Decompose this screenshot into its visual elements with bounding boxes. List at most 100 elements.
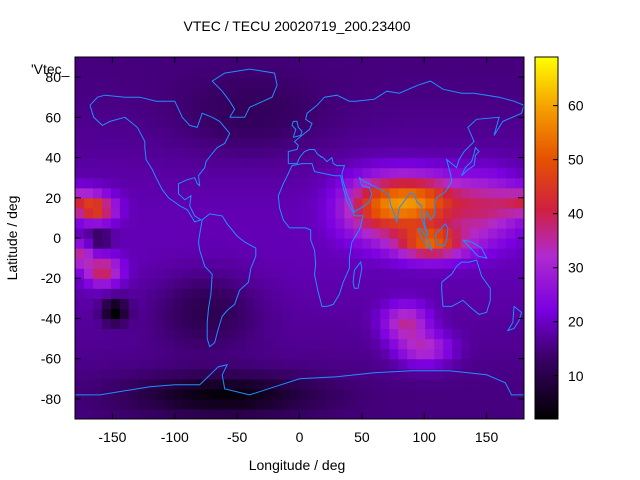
heatmap-cell	[515, 57, 524, 68]
heatmap-cell	[245, 167, 256, 179]
heatmap-cell	[191, 107, 202, 118]
heatmap-cell	[218, 298, 229, 309]
heatmap-cell	[470, 328, 480, 340]
heatmap-cell	[92, 308, 103, 320]
heatmap-cell	[398, 217, 408, 229]
heatmap-cell	[83, 408, 94, 419]
heatmap-cell	[389, 408, 399, 419]
heatmap-cell	[398, 318, 408, 330]
heatmap-cell	[407, 107, 417, 118]
heatmap-cell	[110, 157, 121, 169]
heatmap-cell	[344, 368, 354, 380]
heatmap-cell	[416, 117, 426, 128]
heatmap-cell	[425, 57, 435, 68]
heatmap-cell	[164, 207, 175, 219]
heatmap-cell	[488, 278, 498, 289]
heatmap-cell	[371, 268, 381, 279]
heatmap-cell	[173, 127, 184, 139]
heatmap-cell	[371, 97, 381, 108]
heatmap-cell	[182, 328, 193, 340]
heatmap-cell	[317, 187, 328, 199]
heatmap-cell	[317, 177, 328, 189]
heatmap-cell	[362, 318, 372, 330]
heatmap-cell	[335, 268, 345, 279]
heatmap-cell	[92, 117, 103, 128]
coastline-antarctica	[75, 363, 524, 396]
heatmap-cell	[155, 298, 166, 309]
heatmap-cell	[83, 308, 94, 320]
heatmap-cell	[389, 338, 399, 350]
heatmap-cell	[398, 378, 408, 390]
heatmap-cell	[371, 157, 381, 169]
heatmap-cell	[75, 328, 85, 340]
heatmap-cell	[425, 107, 435, 118]
heatmap-cell	[92, 348, 103, 360]
heatmap-cell	[218, 77, 229, 88]
heatmap-cell	[461, 288, 471, 299]
heatmap-cell	[146, 167, 157, 179]
heatmap-cell	[353, 187, 363, 199]
heatmap-cell	[164, 268, 175, 279]
heatmap-cell	[479, 167, 489, 179]
heatmap-cell	[209, 87, 220, 98]
heatmap-cell	[245, 117, 256, 128]
heatmap-cell	[416, 388, 426, 400]
heatmap-cell	[434, 298, 444, 309]
heatmap-cell	[497, 288, 507, 299]
heatmap-cell	[497, 298, 507, 309]
heatmap-cell	[515, 368, 524, 380]
heatmap-cell	[479, 268, 489, 279]
heatmap-cell	[488, 308, 498, 320]
heatmap-cell	[326, 167, 337, 179]
heatmap-cell	[443, 238, 453, 249]
heatmap-cell	[182, 388, 193, 400]
heatmap-cell	[236, 368, 247, 380]
heatmap-cell	[173, 388, 184, 400]
heatmap-cell	[380, 258, 390, 269]
heatmap-cell	[254, 378, 265, 390]
heatmap-cell	[173, 408, 184, 419]
heatmap-cell	[110, 137, 121, 149]
heatmap-cell	[92, 268, 103, 279]
heatmap-cell	[263, 238, 274, 249]
heatmap-cell	[506, 278, 516, 289]
heatmap-cell	[407, 308, 417, 320]
heatmap-cell	[299, 57, 310, 68]
heatmap-cell	[101, 318, 112, 330]
heatmap-cell	[479, 107, 489, 118]
heatmap-cell	[434, 388, 444, 400]
heatmap-cell	[92, 207, 103, 219]
heatmap-cell	[173, 157, 184, 169]
heatmap-cell	[470, 117, 480, 128]
heatmap-cell	[75, 278, 85, 289]
heatmap-cell	[137, 398, 148, 410]
heatmap-cell	[497, 67, 507, 78]
heatmap-cell	[101, 398, 112, 410]
coastline-new-guinea	[462, 239, 488, 259]
heatmap-cell	[335, 177, 345, 189]
heatmap-cell	[353, 87, 363, 98]
heatmap-cell	[101, 378, 112, 390]
heatmap-cell	[470, 298, 480, 309]
heatmap-cell	[119, 378, 130, 390]
heatmap-cell	[488, 57, 498, 68]
heatmap-cell	[155, 157, 166, 169]
heatmap-cell	[452, 117, 462, 128]
heatmap-cell	[75, 157, 85, 169]
heatmap-cell	[281, 298, 292, 309]
heatmap-cell	[137, 258, 148, 269]
heatmap-cell	[452, 308, 462, 320]
heatmap-cell	[75, 288, 85, 299]
heatmap-cell	[461, 157, 471, 169]
heatmap-cell	[75, 248, 85, 259]
heatmap-cell	[299, 227, 310, 239]
heatmap-cell	[245, 278, 256, 289]
heatmap-cell	[335, 238, 345, 249]
heatmap-cell	[461, 227, 471, 239]
heatmap-cell	[164, 298, 175, 309]
heatmap-cell	[380, 388, 390, 400]
heatmap-cell	[308, 408, 319, 419]
heatmap-cell	[146, 388, 157, 400]
heatmap-cell	[524, 308, 534, 319]
heatmap-cell	[83, 298, 94, 309]
